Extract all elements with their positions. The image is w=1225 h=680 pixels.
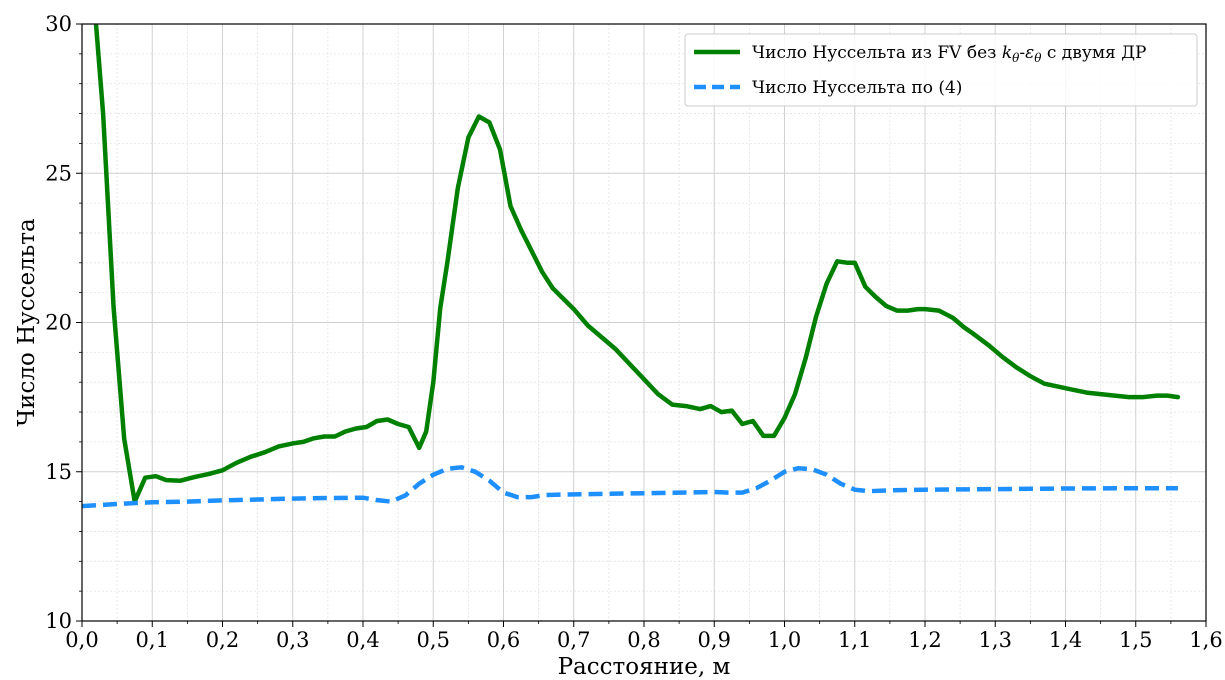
legend-label-k-sub: θ xyxy=(1012,51,1020,65)
legend-label-series-1: Число Нуссельта из FV без kθ-εθ с двумя … xyxy=(752,43,1146,65)
x-tick-label: 1,5 xyxy=(1119,628,1152,652)
x-tick-label: 0,1 xyxy=(136,628,169,652)
x-tick-label: 1,2 xyxy=(908,628,941,652)
series-layer xyxy=(82,24,1181,509)
x-tick-label: 0,8 xyxy=(627,628,660,652)
legend-label-dash: - xyxy=(1019,43,1025,63)
legend-label-eps-sub: θ xyxy=(1034,51,1042,65)
major-grid xyxy=(82,24,1206,621)
y-tick-label: 20 xyxy=(45,311,72,335)
x-axis-label: Расстояние, м xyxy=(558,654,731,680)
legend-label-series-2: Число Нуссельта по (4) xyxy=(752,78,962,98)
x-tick-label: 1,3 xyxy=(979,628,1012,652)
legend-label-main: Число Нуссельта из FV без xyxy=(752,43,1002,63)
series-line-2 xyxy=(82,465,1178,509)
legend-box xyxy=(684,33,1198,107)
y-tick-label: 30 xyxy=(45,12,72,36)
x-tick-label: 0,9 xyxy=(698,628,731,652)
x-tick-label: 0,7 xyxy=(557,628,590,652)
y-tick-label: 25 xyxy=(45,161,72,185)
x-tick-label: 1,6 xyxy=(1189,628,1222,652)
legend-label-eps: ε xyxy=(1025,43,1034,63)
x-tick-label: 0,2 xyxy=(206,628,239,652)
legend-label-tail: с двумя ДР xyxy=(1041,43,1146,63)
x-tick-label: 0,3 xyxy=(276,628,309,652)
x-tick-label: 1,4 xyxy=(1049,628,1082,652)
y-tick-label: 15 xyxy=(45,460,72,484)
tick-labels: 0,0 0,1 0,2 0,3 0,4 0,5 0,6 0,7 0,8 0,9 1,0 1,1 1,2 1… xyxy=(45,12,1222,652)
x-tick-label: 0,0 xyxy=(65,628,98,652)
y-tick-label: 10 xyxy=(45,609,72,633)
x-tick-label: 1,1 xyxy=(838,628,871,652)
x-tick-label: 1,0 xyxy=(768,628,801,652)
legend-label-k: k xyxy=(1002,43,1012,63)
legend: Число Нуссельта из FV без kθ-εθ с двумя … xyxy=(684,33,1198,107)
x-tick-label: 0,4 xyxy=(346,628,379,652)
x-tick-label: 0,6 xyxy=(487,628,520,652)
y-axis-label: Число Нуссельта xyxy=(14,218,40,427)
x-tick-label: 0,5 xyxy=(417,628,450,652)
series-line-1 xyxy=(93,24,1181,504)
axis-ticks xyxy=(76,23,1207,627)
